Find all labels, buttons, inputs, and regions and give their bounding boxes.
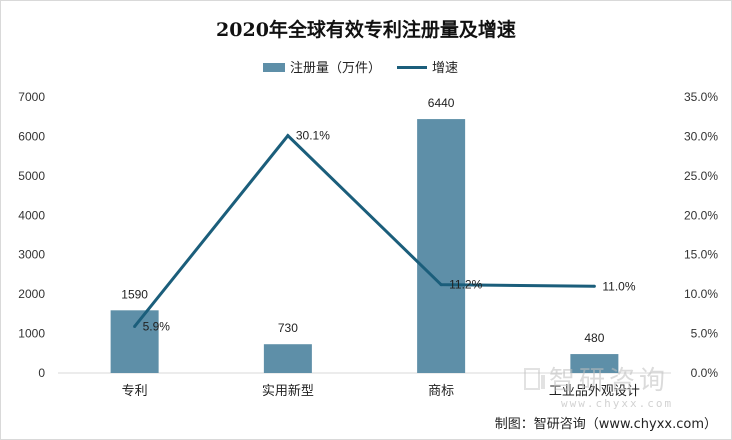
x-category-label: 商标 bbox=[428, 384, 454, 399]
legend-bar-swatch bbox=[263, 63, 285, 72]
bar-value-label: 6440 bbox=[428, 96, 455, 110]
chart-title: 2020年全球有效专利注册量及增速 bbox=[216, 18, 516, 41]
bar-专利 bbox=[110, 310, 159, 373]
y-right-tick-label: 20.0% bbox=[684, 208, 718, 222]
x-category-label: 实用新型 bbox=[262, 383, 314, 399]
y-left-tick-label: 4000 bbox=[18, 208, 45, 222]
watermark-url: www.chyxx.com bbox=[561, 397, 673, 410]
x-axis-categories: 专利 实用新型 商标 工业品外观设计 bbox=[122, 383, 640, 399]
line-point bbox=[439, 283, 443, 287]
y-left-tick-label: 2000 bbox=[18, 287, 45, 301]
growth-rate-line bbox=[133, 133, 595, 328]
y-axis-left: 0 1000 2000 3000 4000 5000 6000 7000 bbox=[18, 90, 45, 380]
bar-value-label: 1590 bbox=[121, 287, 148, 301]
y-left-tick-label: 1000 bbox=[18, 327, 45, 341]
line-point bbox=[133, 324, 137, 328]
y-left-tick-label: 7000 bbox=[18, 90, 45, 104]
line-value-label: 30.1% bbox=[296, 129, 330, 143]
watermark-logo-icon bbox=[524, 368, 545, 390]
y-left-tick-label: 0 bbox=[38, 366, 45, 380]
y-left-tick-label: 3000 bbox=[18, 248, 45, 262]
y-left-tick-label: 6000 bbox=[18, 129, 45, 143]
y-right-tick-label: 10.0% bbox=[684, 287, 718, 301]
line-value-label: 11.0% bbox=[602, 279, 635, 293]
watermark: 智研咨询 www.chyxx.com bbox=[524, 366, 673, 410]
line-value-label: 11.2% bbox=[449, 278, 482, 292]
y-right-tick-label: 5.0% bbox=[691, 327, 719, 341]
bar-data-labels: 1590 730 6440 480 bbox=[121, 96, 604, 345]
legend-line-label: 增速 bbox=[432, 61, 458, 76]
y-right-tick-label: 0.0% bbox=[691, 366, 719, 380]
y-left-tick-label: 5000 bbox=[18, 169, 45, 183]
bar-value-label: 730 bbox=[278, 321, 298, 335]
line-series bbox=[133, 133, 596, 328]
y-axis-right: 0.0% 5.0% 10.0% 15.0% 20.0% 25.0% 30.0% 35.0% bbox=[684, 90, 718, 380]
legend: 注册量（万件） 增速 bbox=[263, 61, 458, 76]
bar-value-label: 480 bbox=[584, 331, 604, 345]
bar-实用新型 bbox=[263, 344, 312, 373]
line-point bbox=[286, 134, 290, 138]
legend-bar-label: 注册量（万件） bbox=[290, 61, 381, 76]
x-category-label: 专利 bbox=[122, 384, 148, 399]
line-value-label: 5.9% bbox=[143, 319, 171, 333]
x-category-label: 工业品外观设计 bbox=[549, 384, 640, 399]
bar-series bbox=[110, 119, 619, 373]
y-right-tick-label: 30.0% bbox=[684, 129, 718, 143]
watermark-brand: 智研咨询 bbox=[549, 366, 669, 396]
source-credit: 制图：智研咨询（www.chyxx.com） bbox=[495, 417, 717, 432]
line-point bbox=[592, 284, 596, 288]
bar-商标 bbox=[417, 119, 466, 373]
y-right-tick-label: 35.0% bbox=[684, 90, 718, 104]
y-right-tick-label: 25.0% bbox=[684, 169, 718, 183]
line-data-labels: 5.9% 30.1% 11.2% 11.0% bbox=[143, 129, 636, 334]
y-right-tick-label: 15.0% bbox=[684, 248, 718, 262]
bar-工业品外观设计 bbox=[570, 354, 619, 373]
